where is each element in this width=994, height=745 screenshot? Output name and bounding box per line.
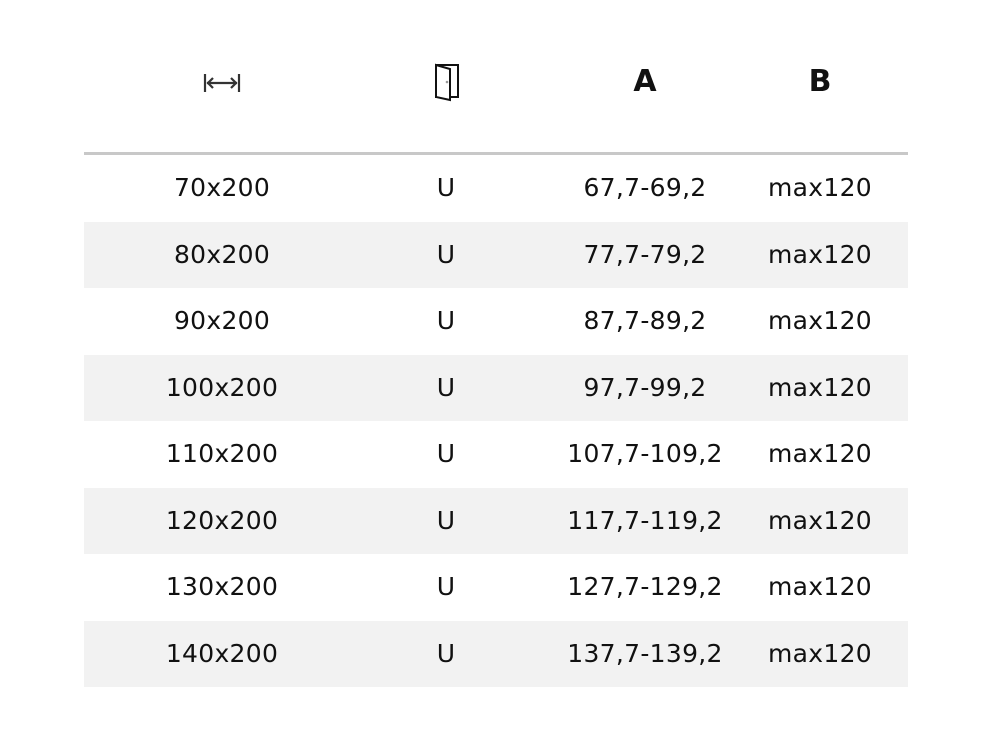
cell-dimension-b: max120 xyxy=(768,439,872,468)
cell-dimension-a: 67,7-69,2 xyxy=(583,173,707,202)
cell-opening: U xyxy=(436,638,456,668)
cell-size: 110x200 xyxy=(165,439,279,468)
cell-dimension-a: 77,7-79,2 xyxy=(583,239,707,269)
dimensions-table: A B 70x200 U 67,7-69,2 max120 80x200 U 77,7-79… xyxy=(84,0,908,687)
table-row: 100x200 U 97,7-99,2 max120 xyxy=(84,354,908,421)
cell-size: 90x200 xyxy=(173,306,271,335)
cell-size: 80x200 xyxy=(173,239,271,269)
cell-dimension-b: max120 xyxy=(768,372,872,402)
cell-opening: U xyxy=(436,572,456,601)
cell-dimension-b: max120 xyxy=(768,505,872,535)
cell-dimension-a: 97,7-99,2 xyxy=(583,372,707,402)
table-header: A B xyxy=(84,0,908,155)
cell-size: 130x200 xyxy=(165,572,279,601)
table-row: 110x200 U 107,7-109,2 max120 xyxy=(84,421,908,488)
table-row: 80x200 U 77,7-79,2 max120 xyxy=(84,221,908,288)
column-header-b: B xyxy=(808,64,832,99)
cell-opening: U xyxy=(436,505,456,535)
table-row: 70x200 U 67,7-69,2 max120 xyxy=(84,155,908,222)
cell-opening: U xyxy=(436,173,456,202)
cell-dimension-a: 87,7-89,2 xyxy=(583,306,707,335)
width-arrows-icon xyxy=(162,62,282,109)
cell-dimension-b: max120 xyxy=(768,572,872,601)
cell-dimension-a: 107,7-109,2 xyxy=(567,439,723,468)
table-row: 140x200 U 137,7-139,2 max120 xyxy=(84,620,908,687)
cell-opening: U xyxy=(436,439,456,468)
cell-dimension-a: 127,7-129,2 xyxy=(567,572,723,601)
cell-dimension-b: max120 xyxy=(768,173,872,202)
table-row: 120x200 U 117,7-119,2 max120 xyxy=(84,487,908,554)
cell-opening: U xyxy=(436,306,456,335)
cell-opening: U xyxy=(436,239,456,269)
cell-dimension-b: max120 xyxy=(768,306,872,335)
table-row: 90x200 U 87,7-89,2 max120 xyxy=(84,288,908,355)
cell-size: 70x200 xyxy=(173,173,271,202)
cell-opening: U xyxy=(436,372,456,402)
cell-size: 100x200 xyxy=(165,372,279,402)
table-row: 130x200 U 127,7-129,2 max120 xyxy=(84,554,908,621)
cell-size: 120x200 xyxy=(165,505,279,535)
cell-dimension-b: max120 xyxy=(768,239,872,269)
door-icon xyxy=(386,62,506,113)
cell-dimension-a: 117,7-119,2 xyxy=(567,505,723,535)
cell-dimension-b: max120 xyxy=(768,638,872,668)
cell-size: 140x200 xyxy=(165,638,279,668)
column-header-a: A xyxy=(633,64,657,99)
cell-dimension-a: 137,7-139,2 xyxy=(567,638,723,668)
